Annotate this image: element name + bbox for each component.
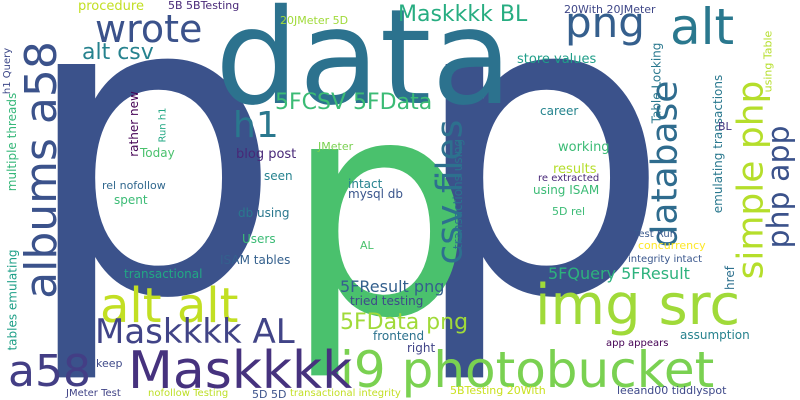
word-db-using: db using [238, 206, 290, 220]
word-wrote: wrote [95, 7, 203, 51]
word-href: href [722, 266, 737, 290]
word-table-locking: Table Locking [649, 42, 664, 124]
word-intact: intact [348, 177, 383, 191]
word-5fcsv-5fdata: 5FCSV 5FData [275, 90, 433, 115]
word-users: Users [242, 232, 276, 246]
word-alt: alt [670, 0, 735, 56]
word-frontend: frontend [373, 329, 425, 343]
word-maskkkk-al: Maskkkk AL [95, 312, 295, 352]
word-5btesting-20with: 5BTesting 20With [450, 384, 546, 397]
word-today: Today [140, 146, 175, 160]
word-mysql-db: mysql db [348, 187, 404, 201]
word-rel-nofollow: rel nofollow [102, 179, 166, 192]
word-transactional: transactional [124, 267, 203, 281]
word-rather-new: rather new [126, 91, 141, 157]
word-transactional-integrity: transactional integrity [290, 388, 401, 399]
word-transactions-using: transactions using [451, 138, 466, 250]
word-emulating-transactions: emulating transactions [711, 74, 726, 214]
word-integrity-intact: integrity intact [628, 254, 703, 265]
word-tried-testing: tried testing [350, 294, 424, 308]
word-i9-photobucket: i9 photobucket [340, 341, 715, 399]
word-concurrency: concurrency [638, 239, 706, 252]
word-h1-query: h1 Query [2, 47, 14, 95]
word-maskkkk-bl: Maskkkk BL [398, 2, 528, 27]
word-seen: seen [264, 169, 293, 183]
word-working: working [558, 140, 610, 155]
word-assumption: assumption [680, 328, 750, 342]
word-p-1: p [20, 0, 284, 389]
word-jmeter: JMeter [318, 140, 354, 153]
word-png: png [565, 0, 645, 47]
word-bl: BL [718, 120, 732, 133]
word-right: right [407, 341, 436, 355]
word-data: data [215, 0, 513, 135]
word-multiple-threads: multiple threads [5, 92, 20, 192]
word-jmeter-test: JMeter Test [66, 388, 121, 399]
word-leeand00-tiddlyspot: leeand00 tiddlyspot [617, 384, 727, 397]
word-p-2: p [408, 0, 672, 389]
word-test-run: Test Run [634, 229, 677, 240]
word-p-3: p [284, 35, 475, 384]
word-results: results [553, 162, 597, 177]
word-a58: a58 [8, 346, 91, 397]
word-simple-php: simple php [730, 80, 772, 280]
word-20with-20jmeter: 20With 20JMeter [564, 3, 656, 16]
word-alt-alt: alt alt [100, 278, 239, 334]
word-alt-csv: alt csv [82, 40, 154, 65]
word-spent: spent [114, 193, 148, 207]
word-using-isam: using ISAM [533, 183, 600, 197]
word-isam-tables: ISAM tables [220, 253, 291, 267]
word-albums-a58: albums a58 [15, 41, 67, 299]
word-tables-emulating: tables emulating [5, 249, 20, 351]
word-maskkkk: Maskkkk [128, 341, 353, 400]
word-store-values: store values [517, 52, 597, 67]
word-h1: h1 [233, 105, 279, 146]
word-re-extracted: re extracted [538, 173, 600, 184]
word-5fdata-png: 5FData png [340, 310, 469, 335]
word-al: AL [360, 239, 374, 252]
word-procedure: procedure [78, 0, 144, 14]
word-app-appears: app appears [606, 338, 669, 349]
word-nofollow-testing: nofollow Testing [148, 388, 229, 399]
word-5d-5d: 5D 5D [252, 388, 287, 400]
word-career: career [540, 104, 579, 118]
word-img-src: img src [535, 273, 741, 338]
word-using-table: using Table [761, 30, 775, 93]
word-5d-rel: 5D rel [552, 205, 586, 218]
word-run-h1: Run h1 [157, 107, 169, 143]
word-keep: keep [96, 357, 123, 370]
word-5b-5btesting: 5B 5BTesting [168, 0, 240, 12]
word-20jmeter-5d: 20JMeter 5D [280, 14, 349, 27]
word-5fquery-5fresult: 5FQuery 5FResult [548, 264, 690, 283]
word-blog-post: blog post [236, 147, 297, 162]
word-5fresult-png: 5FResult png [340, 277, 445, 296]
